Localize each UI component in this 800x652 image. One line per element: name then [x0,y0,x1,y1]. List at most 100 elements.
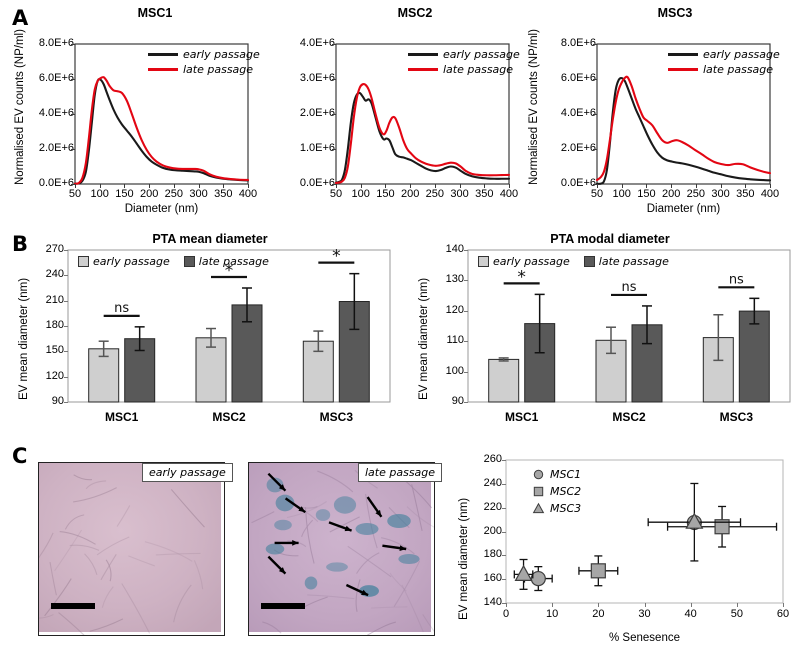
tick-mark [64,326,68,327]
tick-label: 120 [45,369,64,382]
cell-outline [170,489,205,528]
tick-mark [783,603,784,607]
chart-msc1: MSC1 Normalised EV counts (NP/ml) 0.0E+6… [0,0,270,222]
legend-label-early: early passage [493,255,570,268]
bars-pta-modal: * ns ns [467,249,791,403]
tick-mark [71,149,75,150]
legend-item-MSC1: MSC1 [532,468,581,481]
tick-label: 350 [475,188,494,200]
legend-marker-square [533,486,544,497]
tick-label: 200 [400,188,420,200]
curve-late-passage [73,76,250,185]
legend-label-MSC3: MSC3 [550,502,582,515]
bar-MSC3-late [738,310,770,403]
tick-mark [332,79,336,80]
marker-MSC1 [530,570,546,587]
tick-mark [598,603,600,607]
cell-outline [286,501,327,519]
tick-mark [552,603,554,607]
cell-outline [381,537,415,555]
tick-mark [410,184,412,188]
legend-label-late: late passage [443,63,514,76]
tick-mark [71,184,75,185]
cell-outline [371,606,408,609]
tick-mark [464,310,468,312]
plot-area-scatter [505,459,784,604]
tick-mark [99,184,101,188]
annotation-arrowhead [399,545,407,551]
curves-msc3 [595,43,772,185]
tick-label: 150 [45,344,64,357]
legend-swatch-early [668,53,698,56]
legend-swatch-early [408,53,438,56]
senescence-stain [326,562,348,572]
significance-label: ns [729,272,744,287]
cell-outline [44,578,72,617]
plot-area-msc1 [73,43,250,185]
tick-mark [593,114,597,115]
tick-mark [124,184,126,188]
tick-label: 150 [637,188,656,200]
tick-mark [502,483,506,485]
plot-area-msc3 [595,43,772,185]
senescence-stain [387,513,411,529]
curves-msc2 [334,43,511,185]
significance-label: * [225,261,234,281]
tick-label: 0.0E+6 [299,177,335,189]
tick-label: 90 [451,395,464,407]
tick-label: 150 [376,188,395,200]
cell-outline [393,560,421,607]
tick-label: 4.0E+6 [299,37,335,49]
tick-label: 200 [139,188,159,200]
significance-label: * [332,247,341,267]
legend-label-early: early passage [183,48,260,61]
tick-mark [593,184,597,185]
tick-label: 270 [45,243,64,255]
tick-mark [671,184,673,188]
senescence-stain [266,477,284,493]
tick-label: 90 [51,395,64,407]
category-label-MSC3: MSC3 [319,410,353,424]
cell-outline [73,474,92,481]
tick-mark [646,184,648,188]
chart-title-pta-mean: PTA mean diameter [152,232,268,246]
tick-mark [644,603,646,607]
tick-mark [64,402,68,403]
axis-label-x-msc1: Diameter (nm) [124,203,199,215]
micrograph-late-canvas [249,463,434,635]
annotation-arrowhead [292,540,299,546]
legend-pta-modal: early passage late passage [478,255,669,268]
tick-mark [695,184,697,188]
panel-letter-a: A [12,6,29,30]
tick-label: 50 [730,608,743,620]
legend-label-MSC1: MSC1 [550,468,582,481]
chart-title-msc3: MSC3 [657,6,693,20]
tick-mark [64,300,68,302]
axis-label-x-scatter: % Senesence [609,632,680,644]
legend-msc2: early passage late passage [408,48,520,76]
legend-scatter: MSC1 MSC2 MSC3 [532,468,581,519]
tick-label: 160 [483,572,502,585]
micrograph-caption-early: early passage [142,463,233,482]
tick-label: 1.0E+6 [299,142,335,154]
cell-outline [69,544,100,551]
annotation-arrowhead [344,525,352,532]
tick-label: 200 [661,188,681,200]
tick-mark [64,250,68,251]
tick-mark [332,44,336,45]
tick-mark [464,250,468,251]
legend-swatch-early [78,256,89,267]
tick-mark [149,184,151,188]
tick-label: 250 [686,188,706,200]
tick-label: 8.0E+6 [38,37,74,49]
micrograph-early-passage [38,462,225,636]
legend-swatch-late [668,68,698,71]
category-label-MSC1: MSC1 [104,410,139,424]
tick-label: 50 [68,188,82,200]
cell-outline [155,552,201,556]
tick-mark [75,184,76,188]
tick-mark [385,184,387,188]
category-label-MSC2: MSC2 [212,410,246,424]
tick-label: 220 [483,500,502,513]
tick-mark [173,184,175,188]
